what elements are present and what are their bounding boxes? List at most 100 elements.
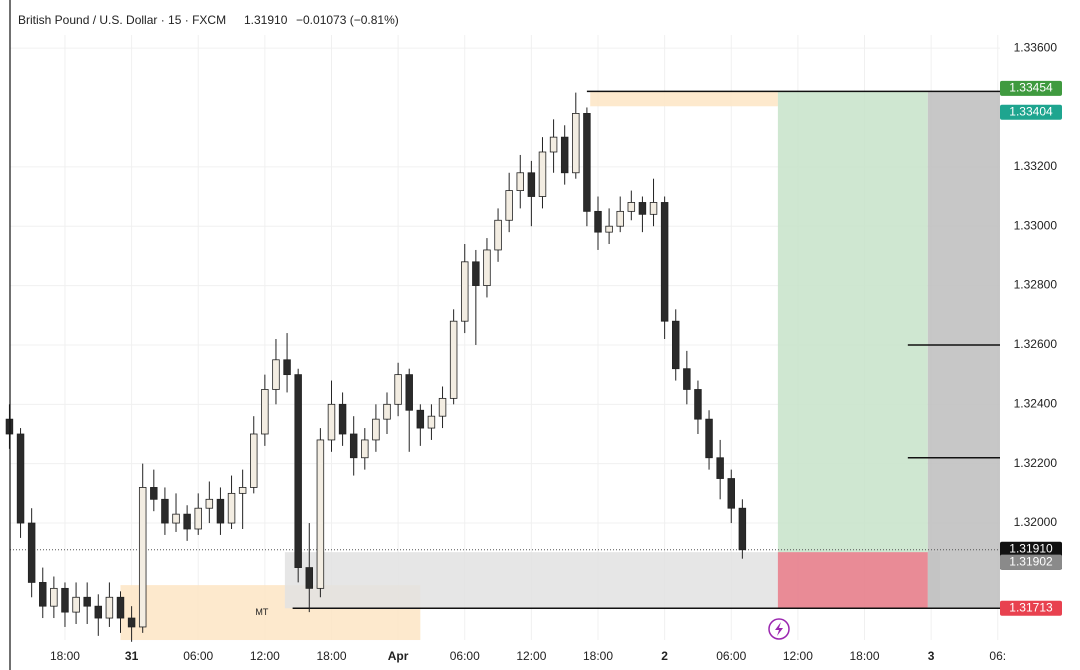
candle-body (560, 136, 569, 174)
candle-body (461, 261, 469, 322)
candle-body (194, 507, 202, 530)
price-label: 1.33404 (1009, 104, 1053, 118)
candle-body (538, 151, 547, 197)
candle-body (227, 492, 236, 524)
candle-body (150, 487, 158, 500)
candle-body (727, 478, 735, 509)
candle-body (272, 359, 280, 390)
x-tick-label: Apr (388, 649, 409, 663)
candle-body (549, 136, 558, 153)
candle-body (138, 487, 147, 628)
candle-body (605, 225, 613, 233)
candle-body (660, 202, 669, 322)
candle-body (83, 596, 91, 607)
candle-body (438, 397, 447, 417)
x-tick-label: 06:00 (450, 649, 480, 663)
candle-body (738, 507, 747, 551)
candle-body (705, 418, 713, 459)
candle-body (50, 587, 58, 607)
x-tick-label: 2 (661, 649, 668, 663)
candle-body (16, 433, 25, 524)
candle-body (27, 522, 36, 583)
candle-body (205, 498, 214, 509)
x-tick-label: 12:00 (783, 649, 813, 663)
x-tick-label: 31 (125, 649, 139, 663)
candle-body (472, 261, 480, 286)
y-tick-label: 1.32600 (1014, 337, 1058, 351)
candle-body (638, 202, 647, 215)
candle-body (494, 219, 502, 251)
y-tick-label: 1.32400 (1014, 396, 1058, 410)
candle-body (316, 439, 325, 589)
price-label: 1.31902 (1009, 554, 1053, 568)
candle-body (483, 249, 491, 286)
y-tick-label: 1.33600 (1014, 40, 1058, 54)
candle-body (105, 596, 114, 619)
candle-body (716, 457, 724, 479)
price-label-box (1000, 104, 1062, 120)
candle-body (72, 596, 80, 613)
y-tick-label: 1.33200 (1014, 159, 1058, 173)
zone-label: MT (255, 607, 268, 617)
alert-bolt (775, 622, 783, 636)
x-tick-label: 06:00 (716, 649, 746, 663)
candle-body (516, 172, 525, 191)
x-tick-label: 18:00 (583, 649, 613, 663)
candle-body (361, 439, 369, 459)
candle-body (183, 513, 191, 530)
candle-body (694, 389, 702, 420)
candle-body (294, 374, 302, 568)
price-label: 1.31910 (1009, 541, 1053, 555)
candle-body (627, 202, 636, 212)
candle-body (672, 320, 680, 370)
x-tick-label: 18:00 (316, 649, 346, 663)
zone (777, 91, 928, 553)
candle-body (250, 433, 258, 488)
candle-body (338, 403, 347, 435)
candle-body (327, 403, 336, 441)
candle-body (527, 172, 536, 197)
candle-body (427, 415, 436, 429)
x-tick-label: 12:00 (250, 649, 280, 663)
price-label: 1.31713 (1009, 600, 1053, 614)
price-label-box (1000, 600, 1062, 616)
price-label-box (1000, 554, 1062, 570)
x-tick-label: 18:00 (50, 649, 80, 663)
candle-body (449, 320, 458, 399)
y-tick-label: 1.32200 (1014, 456, 1058, 470)
zone (777, 552, 928, 609)
y-tick-label: 1.33000 (1014, 218, 1058, 232)
candle-body (616, 210, 624, 227)
candle-body (305, 567, 314, 589)
price-change: −0.01073 (−0.81%) (296, 13, 399, 27)
candle-body (394, 374, 402, 405)
last-price: 1.31910 (244, 13, 288, 27)
candle-body (161, 498, 169, 524)
x-tick-label: 06:00 (183, 649, 213, 663)
candle-body (505, 190, 513, 221)
candle-body (61, 587, 69, 613)
candle-body (349, 433, 358, 459)
x-tick-label: 3 (928, 649, 935, 663)
candle-body (116, 596, 125, 619)
x-tick-label: 12:00 (516, 649, 546, 663)
candle-body (372, 418, 380, 441)
candle-body (216, 498, 225, 524)
candle-body (94, 605, 103, 619)
y-tick-label: 1.32800 (1014, 278, 1058, 292)
candle-body (594, 210, 602, 233)
candle-body (39, 582, 47, 607)
x-tick-label: 06: (989, 649, 1006, 663)
alert-icon[interactable] (768, 618, 790, 640)
candle-body (127, 617, 136, 628)
candle-body (172, 513, 180, 524)
y-tick-label: 1.32000 (1014, 515, 1058, 529)
symbol-title: British Pound / U.S. Dollar · 15 · FXCM (18, 13, 226, 27)
candle-body (683, 368, 691, 390)
candle-body (283, 359, 291, 376)
zone (590, 91, 778, 107)
candle-body (238, 487, 247, 494)
price-label-box (1000, 80, 1062, 96)
candle-body (572, 112, 580, 174)
